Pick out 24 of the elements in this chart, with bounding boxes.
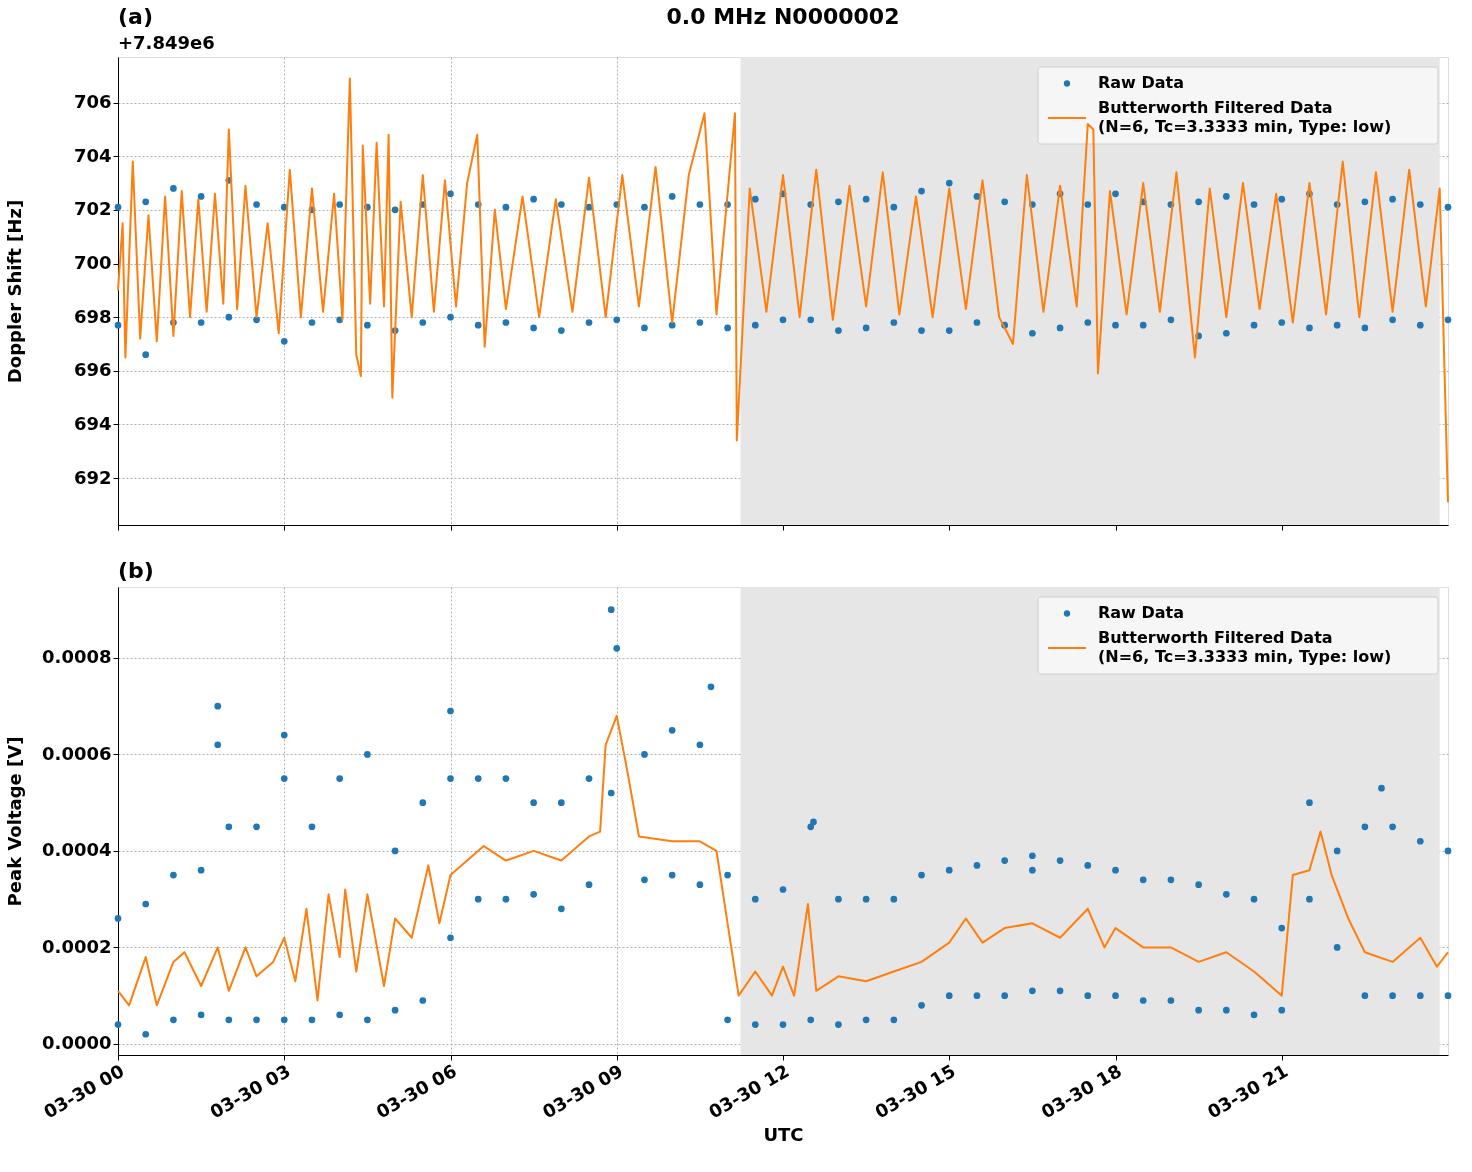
y-tick-label: 0.0008: [42, 646, 112, 668]
y-tick-label: 0.0004: [42, 839, 112, 861]
legend-label: Butterworth Filtered Data (N=6, Tc=3.3333 min, Type: low): [1098, 628, 1392, 666]
y-tick-label: 698: [73, 305, 112, 327]
chart-title: 0.0 MHz N0000002: [666, 4, 900, 29]
legend-label: Raw Data: [1098, 73, 1184, 92]
text: (a): [118, 4, 153, 29]
y-axis-title: Peak Voltage [V]: [3, 736, 25, 907]
text: (b): [118, 558, 154, 583]
y-tick-label: 694: [73, 412, 112, 434]
y-tick-label: 0.0002: [42, 935, 112, 957]
y-tick-label: 704: [73, 144, 112, 166]
y-tick-label: 706: [73, 91, 112, 113]
y-axis-title: Doppler Shift [Hz]: [3, 199, 25, 384]
legend-label: Raw Data: [1098, 603, 1184, 622]
y-tick-label: 0.0006: [42, 742, 112, 764]
text: +7.849e6: [118, 32, 215, 53]
y-tick-label: 0.0000: [42, 1032, 112, 1054]
y-tick-label: 696: [73, 359, 112, 381]
y-tick-label: 702: [73, 198, 112, 220]
y-tick-label: 700: [73, 252, 112, 274]
x-axis-title: UTC: [763, 1123, 804, 1145]
legend-label: Butterworth Filtered Data (N=6, Tc=3.3333 min, Type: low): [1098, 98, 1392, 136]
y-tick-label: 692: [73, 466, 112, 488]
